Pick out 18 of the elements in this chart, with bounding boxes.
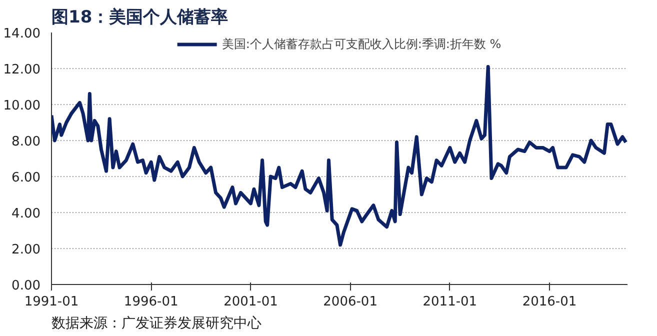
y-tick-label: 4.00 — [12, 206, 41, 222]
x-tick-label: 1996-01 — [124, 294, 178, 310]
y-tick-label: 8.00 — [12, 134, 41, 150]
x-tick-label: 2001-01 — [224, 294, 278, 310]
y-tick-label: 14.00 — [3, 26, 40, 42]
y-tick-label: 12.00 — [3, 62, 40, 78]
y-tick-label: 10.00 — [3, 98, 40, 114]
source-note: 数据来源：广发证券发展研究中心 — [52, 316, 262, 332]
legend-label: 美国:个人储蓄存款占可支配收入比例:季调:折年数 % — [222, 36, 502, 52]
y-tick-label: 2.00 — [12, 242, 41, 258]
y-tick-label: 0.00 — [12, 278, 41, 294]
y-tick-label: 6.00 — [12, 170, 41, 186]
x-tick-label: 1991-01 — [24, 294, 79, 310]
line-series — [52, 64, 628, 247]
chart-title: 图18：美国个人储蓄率 — [52, 8, 228, 28]
x-tick-label: 2011-01 — [422, 294, 478, 310]
x-tick-label: 2006-01 — [323, 294, 378, 310]
x-tick-label: 2016-01 — [522, 294, 577, 310]
